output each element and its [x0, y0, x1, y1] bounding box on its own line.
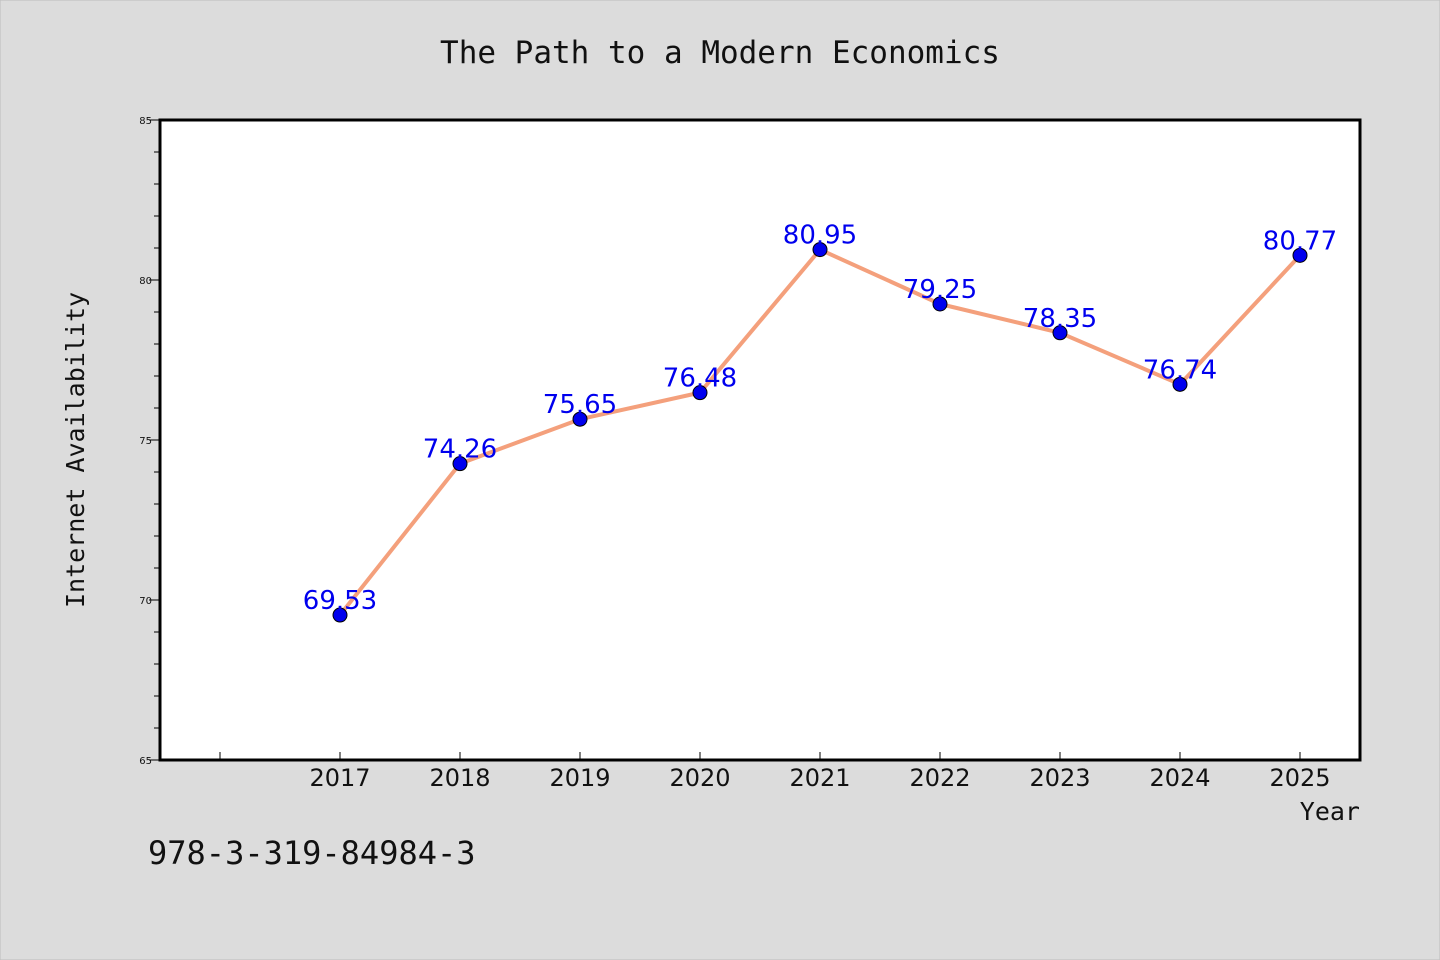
data-point	[812, 242, 828, 258]
x-tick-label: 2023	[1029, 764, 1090, 792]
data-label: 80.95	[783, 221, 857, 251]
data-point	[932, 296, 948, 312]
y-tick-label: 75	[139, 436, 152, 447]
plot-frame	[158, 118, 1362, 762]
y-axis-label: Internet Availability	[61, 292, 90, 608]
y-tick-label: 70	[139, 596, 152, 607]
data-label-layer: 69.53 74.26 75.65 76.48 80.95 79.25 78.35 76.74…	[303, 221, 1337, 616]
data-label: 79.25	[903, 275, 977, 305]
x-tick-label: 2020	[669, 764, 730, 792]
data-label: 76.48	[663, 364, 737, 394]
x-tick-label: 2025	[1269, 764, 1330, 792]
data-point	[1172, 376, 1188, 392]
isbn-text: 978-3-319-84984-3	[148, 834, 476, 872]
data-label: 80.77	[1263, 226, 1337, 256]
x-tick-label: 2024	[1149, 764, 1210, 792]
x-axis-ticks: 2017 2018 2019 2020 2021 2022 2023 2024 2025	[219, 752, 1331, 792]
data-label: 74.26	[423, 435, 497, 465]
chart-title: The Path to a Modern Economics	[440, 35, 1000, 71]
plot-area	[160, 120, 1360, 760]
x-tick-label: 2017	[309, 764, 370, 792]
data-point	[692, 385, 708, 401]
data-point	[452, 456, 468, 472]
x-tick-label: 2022	[909, 764, 970, 792]
x-axis-label: Year	[1300, 797, 1360, 826]
data-label: 75.65	[543, 390, 617, 420]
x-tick-label: 2019	[549, 764, 610, 792]
y-tick-label: 80	[139, 276, 152, 287]
data-point	[332, 607, 348, 623]
data-label: 78.35	[1023, 304, 1097, 334]
x-tick-label: 2018	[429, 764, 490, 792]
data-point	[572, 411, 588, 427]
y-tick-label: 65	[139, 756, 152, 767]
data-label: 76.74	[1143, 355, 1217, 385]
x-tick-label: 2021	[789, 764, 850, 792]
data-point	[1052, 325, 1068, 341]
data-label: 69.53	[303, 586, 377, 616]
y-tick-label: 85	[139, 116, 152, 127]
data-point	[1292, 247, 1308, 263]
series-layer	[332, 242, 1308, 623]
